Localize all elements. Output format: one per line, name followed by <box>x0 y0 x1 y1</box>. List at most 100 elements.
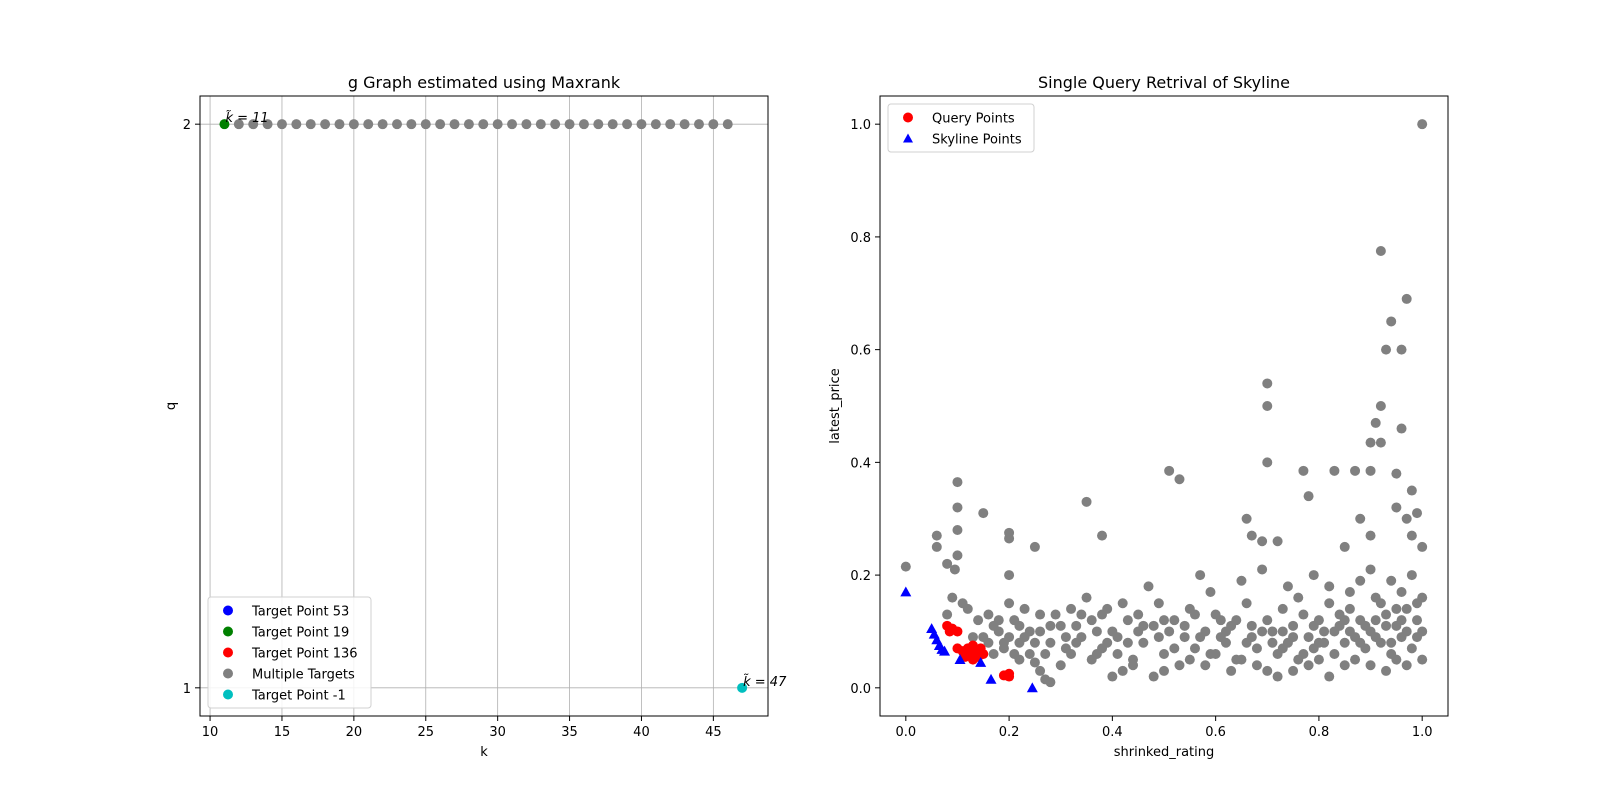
others-point <box>1262 665 1273 676</box>
others-point <box>1417 654 1428 665</box>
others-point <box>1329 649 1340 659</box>
others-point <box>1308 620 1319 631</box>
others-point <box>947 592 958 603</box>
others-point <box>1024 649 1035 659</box>
legend-label: Target Point 136 <box>251 647 358 662</box>
others-point <box>1257 564 1268 575</box>
others-point <box>1303 632 1314 643</box>
others-point <box>952 502 963 513</box>
point-annotation: k̃ = 47 <box>743 674 787 689</box>
right-plot-frame <box>879 95 1449 717</box>
query-points-point <box>1004 668 1015 679</box>
others-point <box>1381 344 1392 355</box>
skyline-points-point <box>975 656 987 667</box>
multiple-targets-point <box>262 119 273 130</box>
target-point-19-point <box>219 119 230 130</box>
others-point <box>1045 637 1056 648</box>
query-points-point <box>952 626 963 637</box>
others-point <box>1179 620 1190 631</box>
others-point <box>1169 643 1180 654</box>
others-point <box>1086 654 1097 665</box>
multiple-targets-point <box>622 119 633 130</box>
others-point <box>1396 587 1407 597</box>
others-point <box>1344 626 1355 637</box>
others-point <box>1308 570 1319 581</box>
multiple-targets-point <box>348 119 359 130</box>
others-point <box>1148 671 1159 682</box>
others-point <box>1159 615 1169 626</box>
others-point <box>1401 660 1412 671</box>
others-point <box>1004 533 1015 544</box>
others-point <box>1195 632 1206 643</box>
y-tick-label: 0.2 <box>850 569 871 584</box>
others-point <box>1401 513 1412 524</box>
multiple-targets-point <box>593 119 604 130</box>
others-point <box>1360 620 1371 631</box>
y-tick-label: 1 <box>183 682 191 697</box>
others-point <box>1355 575 1366 586</box>
legend-marker <box>903 112 913 123</box>
multiple-targets-point <box>291 119 302 130</box>
others-point <box>1195 570 1206 581</box>
skyline-points-point <box>985 673 997 684</box>
others-point <box>1128 660 1139 671</box>
left-x-axis-label: k <box>480 745 488 760</box>
others-point <box>1401 293 1412 304</box>
others-point <box>978 508 989 519</box>
multiple-targets-point <box>693 119 704 130</box>
legend-label: Target Point 19 <box>251 626 349 641</box>
others-point <box>1262 401 1273 411</box>
others-point <box>931 530 942 541</box>
others-point <box>1112 632 1123 643</box>
others-point <box>1122 637 1133 648</box>
others-point <box>1298 609 1309 620</box>
others-point <box>998 643 1009 654</box>
others-point <box>1288 632 1299 643</box>
x-tick-label: 0.6 <box>1205 725 1226 740</box>
others-point <box>1350 465 1361 476</box>
others-point <box>1282 581 1293 592</box>
multiple-targets-point <box>650 119 661 130</box>
others-point <box>1029 657 1040 668</box>
others-point <box>1319 626 1330 637</box>
others-point <box>1174 474 1185 485</box>
others-point <box>1417 119 1428 130</box>
others-point <box>1236 575 1247 586</box>
others-point <box>931 541 942 552</box>
others-point <box>1298 649 1309 659</box>
others-point <box>1370 632 1381 643</box>
others-point <box>1293 592 1304 603</box>
skyline-points-point <box>1026 682 1038 693</box>
skyline-points-point <box>954 654 966 665</box>
others-point <box>983 637 994 648</box>
others-point <box>1277 643 1288 654</box>
others-point <box>1329 465 1340 476</box>
others-point <box>1184 654 1195 665</box>
others-point <box>1257 626 1268 637</box>
x-tick-label: 10 <box>202 725 219 740</box>
multiple-targets-point <box>607 119 618 130</box>
legend-marker <box>223 689 233 700</box>
others-point <box>1406 485 1417 496</box>
x-tick-label: 15 <box>274 725 291 740</box>
x-tick-label: 0.0 <box>895 725 916 740</box>
left-chart: 10 15 20 25 30 35 40 45 1 2 k̃ = 11 k̃ = 47 g Grap… <box>164 73 787 760</box>
others-point <box>1324 581 1335 592</box>
multiple-targets-point <box>233 119 244 130</box>
others-point <box>1303 491 1314 502</box>
others-point <box>988 649 999 659</box>
right-chart: 0.0 0.2 0.4 0.6 0.8 1.0 0.0 0.2 0.4 0.6 0.8 1.0 Sin… <box>828 73 1449 760</box>
others-point <box>1102 637 1113 648</box>
others-point <box>1050 609 1061 620</box>
others-point <box>1375 437 1386 448</box>
others-point <box>1091 626 1102 637</box>
multiple-targets-point <box>420 119 431 130</box>
others-point <box>942 558 953 569</box>
others-point <box>1313 637 1324 648</box>
x-tick-label: 45 <box>705 725 722 740</box>
others-point <box>1313 654 1324 665</box>
others-point <box>1055 660 1066 671</box>
others-point <box>1251 660 1262 671</box>
others-point <box>1375 401 1386 411</box>
